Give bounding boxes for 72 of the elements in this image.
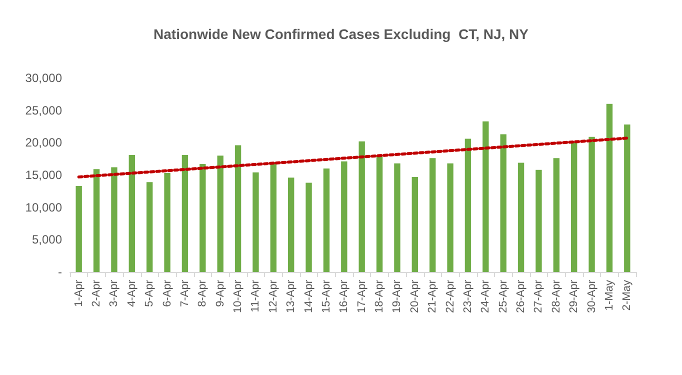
bar (376, 156, 383, 272)
y-tick-label: 20,000 (25, 136, 62, 150)
bar (518, 162, 524, 272)
y-tick-label: 5,000 (32, 232, 62, 247)
bar (588, 136, 595, 272)
bar (606, 104, 613, 272)
bar (76, 186, 82, 272)
bar (412, 176, 418, 272)
bar (536, 170, 542, 272)
bar (252, 172, 259, 272)
x-tick-label: 3-Apr (108, 280, 120, 307)
x-tick-label: 26-Apr (515, 280, 528, 314)
bar (553, 158, 560, 272)
x-tick-label: 4-Apr (126, 280, 138, 307)
bar (128, 154, 135, 272)
x-tick-label: 13-Apr (285, 280, 298, 314)
x-tick-label: 1-May (603, 280, 616, 311)
x-tick-label: 20-Apr (408, 280, 421, 314)
x-tick-label: 7-Apr (178, 280, 191, 307)
x-tick-label: 29-Apr (568, 280, 580, 314)
bar (447, 163, 454, 272)
x-tick-label: 2-Apr (90, 280, 103, 307)
x-tick-label: 22-Apr (444, 280, 456, 314)
x-tick-label: 12-Apr (267, 280, 280, 314)
bar (323, 168, 330, 272)
bar (234, 145, 242, 272)
x-tick-label: 19-Apr (391, 280, 404, 314)
x-tick-label: 14-Apr (302, 280, 315, 314)
bar (182, 154, 188, 272)
y-tick-label: 10,000 (25, 200, 62, 214)
x-tick-label: 30-Apr (586, 280, 598, 314)
bar (430, 158, 436, 272)
bar (394, 163, 400, 272)
bar (93, 169, 100, 272)
bar (146, 182, 153, 272)
x-tick-label: 10-Apr (232, 280, 244, 314)
bar (482, 121, 489, 272)
x-tick-label: 6-Apr (161, 280, 174, 307)
bar (464, 138, 472, 272)
x-tick-label: 24-Apr (480, 280, 492, 314)
x-tick-label: 21-Apr (426, 280, 439, 314)
x-tick-label: 11-Apr (250, 280, 262, 312)
bar (217, 156, 224, 272)
x-tick-label: 27-Apr (532, 280, 545, 314)
x-tick-label: 18-Apr (374, 280, 386, 314)
x-tick-label: 8-Apr (196, 280, 209, 307)
x-tick-label: 23-Apr (462, 280, 474, 314)
bar (200, 164, 206, 272)
bar (571, 142, 578, 272)
bar (624, 124, 630, 272)
y-tick-label: 25,000 (25, 103, 62, 118)
chart-title: Nationwide New Confirmed Cases Excluding CT, NJ, NY (154, 26, 530, 42)
x-tick-label: 1-Apr (72, 280, 85, 307)
x-tick-label: 5-Apr (144, 280, 156, 307)
y-tick-label: 15,000 (25, 168, 62, 182)
x-tick-label: 25-Apr (497, 280, 510, 314)
y-tick-label: - (58, 265, 62, 279)
x-tick-label: 16-Apr (338, 280, 350, 314)
bar (306, 182, 312, 272)
x-tick-label: 17-Apr (356, 280, 368, 314)
bar (164, 173, 170, 272)
bar (111, 167, 118, 272)
bar (270, 162, 276, 272)
x-tick-label: 15-Apr (320, 280, 332, 314)
bar (500, 134, 506, 272)
y-tick-label: 30,000 (25, 71, 62, 85)
bar (358, 141, 365, 272)
x-tick-label: 9-Apr (214, 280, 226, 307)
bar (341, 161, 348, 272)
x-tick-label: 28-Apr (550, 280, 562, 314)
bar (288, 178, 294, 272)
x-tick-label: 2-May (621, 280, 634, 311)
